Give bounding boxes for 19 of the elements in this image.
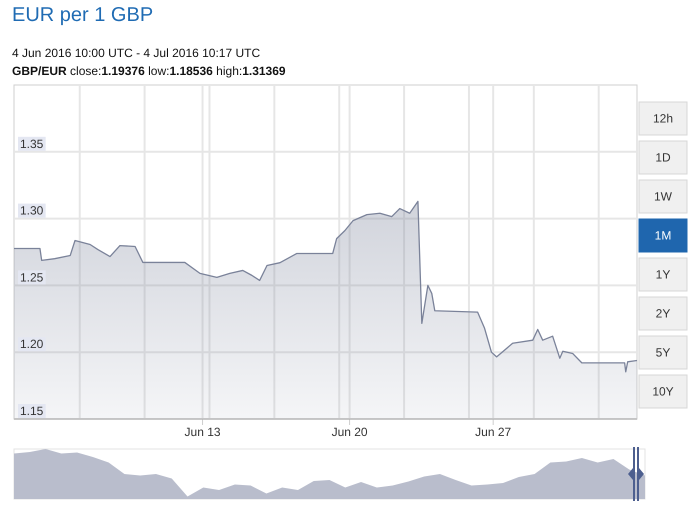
category-label: 1M bbox=[654, 228, 672, 242]
x-tick-label: Jun 13 bbox=[184, 425, 221, 439]
y-tick-label: 1.15 bbox=[20, 404, 44, 418]
category-label: 2Y bbox=[656, 306, 670, 320]
category-label: 5Y bbox=[656, 346, 670, 360]
category-label: 1W bbox=[654, 190, 673, 204]
y-tick-label: 1.35 bbox=[20, 136, 44, 151]
category-label: 1Y bbox=[656, 268, 670, 282]
y-tick-label: 1.20 bbox=[20, 337, 44, 352]
x-tick-label: Jun 27 bbox=[475, 425, 512, 439]
chart-subtitle: 4 Jun 2016 10:00 UTC - 4 Jul 2016 10:17 UTC bbox=[12, 46, 260, 60]
category-label: 10Y bbox=[652, 384, 674, 398]
y-tick-label: 1.30 bbox=[20, 204, 44, 218]
chart-title: EUR per 1 GBP bbox=[12, 4, 154, 26]
category-label: 12h bbox=[652, 112, 674, 126]
category-label: 1D bbox=[655, 150, 671, 164]
x-tick-label: Jun 20 bbox=[332, 425, 368, 439]
y-tick-label: 1.25 bbox=[20, 270, 44, 284]
text: GBP/EUR close:1.19376 low:1.18536 high:1.31369 bbox=[12, 64, 286, 78]
